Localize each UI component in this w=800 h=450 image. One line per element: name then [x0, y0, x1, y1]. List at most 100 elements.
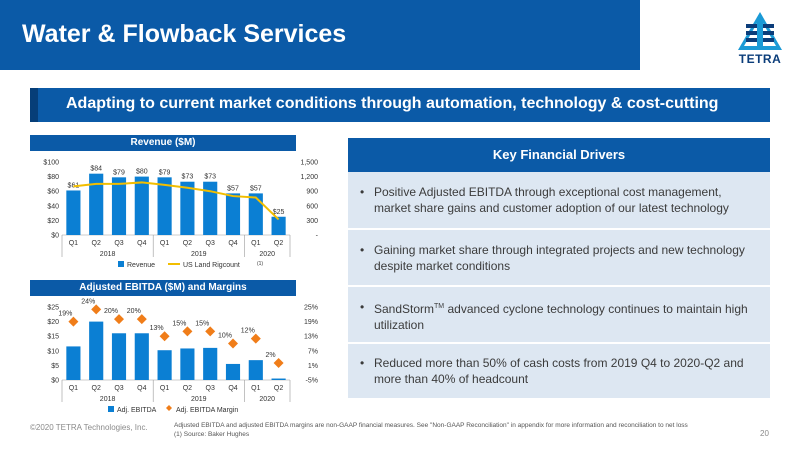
y-tick-right: 1,200: [300, 174, 318, 181]
bar: [180, 181, 195, 235]
y-tick-right: -5%: [306, 378, 318, 385]
key-driver-text-pre: SandStorm: [374, 302, 435, 316]
margin-marker: [91, 304, 102, 315]
ebitda-chart: $0 $5 $10 $15 $20 $25 -5% 1% 7% 13% 19% 25% 19% 24% 20…: [47, 298, 318, 414]
footnote-line-2: (1) Source: Baker Hughes: [174, 431, 250, 438]
bar-label: $84: [90, 166, 102, 173]
bar-label: $57: [227, 185, 239, 192]
key-driver-text: Reduced more than 50% of cash costs from…: [374, 356, 744, 386]
title-bar: [0, 0, 640, 70]
margin-label: 13%: [150, 325, 164, 332]
y-tick-left: $0: [51, 233, 59, 240]
legend-swatch-marker: [166, 405, 172, 411]
page-number: 20: [760, 429, 769, 438]
group-label: 2019: [191, 251, 207, 258]
bar: [89, 321, 104, 380]
margin-label: 24%: [81, 298, 95, 305]
bar: [66, 190, 81, 235]
bar: [89, 173, 104, 235]
x-tick-label: Q2: [183, 385, 192, 392]
key-driver-text: Gaining market share through integrated …: [374, 243, 745, 273]
revenue-chart: $0$20$40$60$80$100-3006009001,2001,500$6…: [43, 160, 319, 270]
margin-marker: [114, 314, 124, 325]
x-tick-label: Q2: [92, 240, 101, 247]
trademark-superscript: TM: [434, 303, 445, 310]
legend-label: Revenue: [127, 262, 155, 269]
y-tick-left: $5: [51, 363, 59, 370]
x-tick-label: Q3: [114, 240, 123, 247]
x-tick-label: Q2: [183, 240, 192, 247]
legend-swatch-bar: [108, 406, 114, 412]
group-label: 2020: [259, 251, 275, 258]
margin-marker: [273, 357, 284, 368]
y-tick-right: 19%: [304, 319, 318, 326]
group-label: 2018: [100, 396, 116, 403]
x-tick-label: Q4: [228, 385, 237, 392]
bar: [111, 333, 127, 380]
margin-label: 20%: [127, 308, 141, 315]
legend-label: Adj. EBITDA: [117, 407, 157, 414]
logo-text: TETRA: [738, 52, 782, 66]
margin-label: 19%: [58, 311, 72, 318]
y-tick-left: $40: [47, 203, 59, 210]
tetra-logo: TETRA: [728, 10, 792, 70]
x-tick-label: Q3: [114, 385, 123, 392]
y-tick-right: -: [316, 233, 319, 240]
y-tick-right: 1,500: [300, 160, 318, 167]
margin-marker: [136, 314, 147, 325]
legend-label: Adj. EBITDA Margin: [176, 407, 238, 414]
footnote-marker: (1): [257, 261, 263, 267]
group-label: 2020: [259, 396, 275, 403]
y-tick-right: 13%: [304, 334, 318, 341]
y-tick-right: 300: [306, 218, 318, 225]
key-driver-item: • Positive Adjusted EBITDA through excep…: [348, 172, 770, 228]
key-driver-item: • SandStormTM advanced cyclone technolog…: [348, 287, 770, 342]
y-tick-right: 1%: [308, 363, 318, 370]
y-tick-left: $100: [43, 160, 59, 167]
y-tick-left: $80: [47, 174, 59, 181]
key-driver-item: • Reduced more than 50% of cash costs fr…: [348, 344, 770, 398]
bar: [248, 360, 263, 380]
subtitle-bar: [30, 88, 770, 122]
x-tick-label: Q1: [251, 240, 260, 247]
margin-marker: [205, 326, 216, 337]
bar: [111, 177, 127, 235]
key-driver-text: Positive Adjusted EBITDA through excepti…: [374, 185, 729, 215]
bar: [203, 181, 218, 235]
x-tick-label: Q2: [92, 385, 101, 392]
x-tick-label: Q2: [274, 385, 283, 392]
margin-label: 10%: [218, 333, 232, 340]
bar: [134, 176, 149, 235]
bar-label: $79: [113, 169, 125, 176]
footnote-line-1: Adjusted EBITDA and adjusted EBITDA marg…: [174, 422, 688, 429]
y-tick-left: $25: [47, 305, 59, 312]
bar: [271, 216, 286, 235]
y-tick-left: $0: [51, 378, 59, 385]
margin-marker: [228, 338, 238, 349]
y-tick-left: $60: [47, 189, 59, 196]
bar: [157, 177, 172, 235]
legend-label: US Land Rigcount: [183, 262, 240, 269]
bar: [225, 363, 241, 380]
x-tick-label: Q3: [206, 385, 215, 392]
bullet-icon: •: [360, 356, 365, 370]
x-tick-label: Q1: [69, 240, 78, 247]
divider: [348, 342, 770, 344]
y-tick-left: $10: [47, 348, 59, 355]
bar: [134, 333, 149, 380]
divider: [348, 285, 770, 287]
bar: [157, 350, 172, 380]
bar: [225, 193, 241, 235]
bar: [203, 347, 218, 380]
margin-label: 12%: [241, 328, 255, 335]
bullet-icon: •: [360, 300, 365, 314]
bar-label: $57: [250, 185, 262, 192]
margin-marker: [250, 333, 261, 344]
legend-swatch-bar: [118, 261, 124, 267]
bar: [180, 348, 195, 380]
bar-label: $25: [273, 209, 285, 216]
group-label: 2019: [191, 396, 207, 403]
x-tick-label: Q3: [206, 240, 215, 247]
x-tick-label: Q1: [69, 385, 78, 392]
slide-subtitle: Adapting to current market conditions th…: [66, 95, 719, 112]
